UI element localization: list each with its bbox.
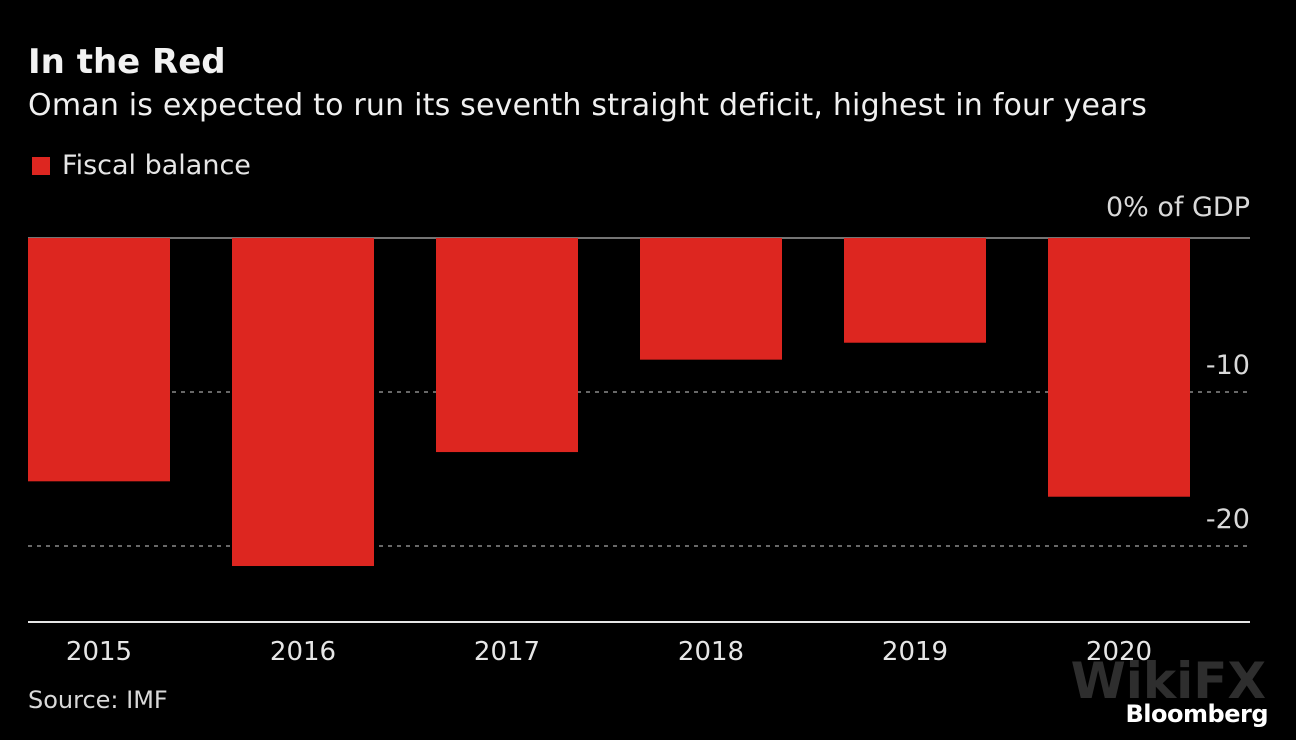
y-tick-label: -10 [1206,350,1250,381]
x-tick-label: 2016 [270,637,336,667]
legend-swatch [32,156,50,175]
bar-2017 [436,238,578,453]
watermark: WikiFX [1070,652,1266,710]
x-tick-label: 2019 [882,637,948,667]
x-tick-label: 2020 [1086,637,1152,667]
bar-2018 [640,238,782,360]
y-tick-label: -20 [1206,504,1250,535]
bloomberg-logo: Bloomberg [1125,700,1269,728]
chart-title: In the Red [28,42,226,82]
chart-subtitle: Oman is expected to run its seventh stra… [28,88,1148,123]
bar-2020 [1048,238,1190,497]
y-axis-unit-label: 0% of GDP [1105,192,1250,223]
bar-2015 [28,238,170,482]
legend: Fiscal balance [32,150,251,181]
x-tick-label: 2018 [678,637,744,667]
legend-label: Fiscal balance [62,150,251,181]
bar-2016 [232,238,374,567]
x-tick-label: 2015 [66,637,132,667]
source-note: Source: IMF [28,686,168,714]
bar-2019 [844,238,986,343]
x-tick-label: 2017 [474,637,540,667]
